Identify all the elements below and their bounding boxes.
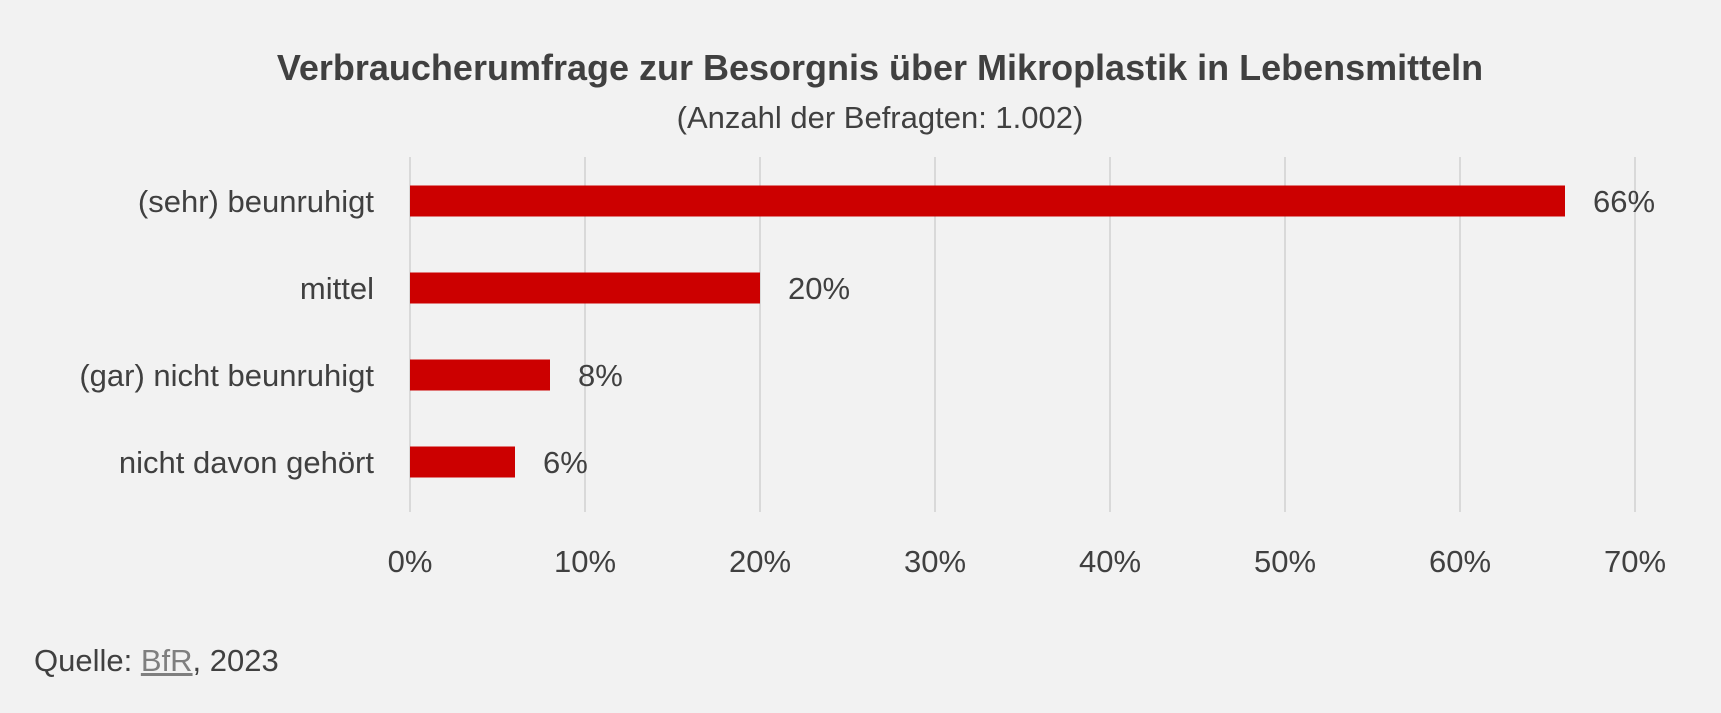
category-label-3: nicht davon gehört: [119, 445, 374, 480]
category-label-1: mittel: [300, 271, 374, 306]
x-tick-label-0: 0%: [388, 544, 433, 579]
source-note: Quelle: BfR, 2023: [34, 643, 279, 679]
x-tick-label-10: 10%: [554, 544, 616, 579]
x-tick-label-50: 50%: [1254, 544, 1316, 579]
x-tick-label-40: 40%: [1079, 544, 1141, 579]
data-label-0: 66%: [1593, 184, 1655, 219]
data-labels: 66% 20% 8% 6%: [543, 184, 1655, 480]
source-prefix: Quelle:: [34, 643, 141, 678]
x-tick-label-30: 30%: [904, 544, 966, 579]
chart-title: Verbraucherumfrage zur Besorgnis über Mi…: [277, 47, 1483, 88]
bars: [410, 185, 1565, 478]
data-label-1: 20%: [788, 271, 850, 306]
bar-2: [410, 359, 550, 391]
source-suffix: , 2023: [192, 643, 279, 678]
source-link[interactable]: BfR: [140, 643, 193, 678]
x-tick-label-20: 20%: [729, 544, 791, 579]
bar-0: [410, 185, 1565, 217]
x-tick-label-70: 70%: [1604, 544, 1666, 579]
category-label-2: (gar) nicht beunruhigt: [79, 358, 374, 393]
x-axis-tick-labels: 0% 10% 20% 30% 40% 50% 60% 70%: [388, 544, 1666, 579]
data-label-2: 8%: [578, 358, 623, 393]
category-label-0: (sehr) beunruhigt: [138, 184, 374, 219]
data-label-3: 6%: [543, 445, 588, 480]
x-tick-label-60: 60%: [1429, 544, 1491, 579]
category-labels: (sehr) beunruhigt mittel (gar) nicht beunr…: [79, 184, 374, 480]
bar-3: [410, 446, 515, 478]
bar-1: [410, 272, 760, 304]
chart-subtitle: (Anzahl der Befragten: 1.002): [677, 100, 1084, 135]
